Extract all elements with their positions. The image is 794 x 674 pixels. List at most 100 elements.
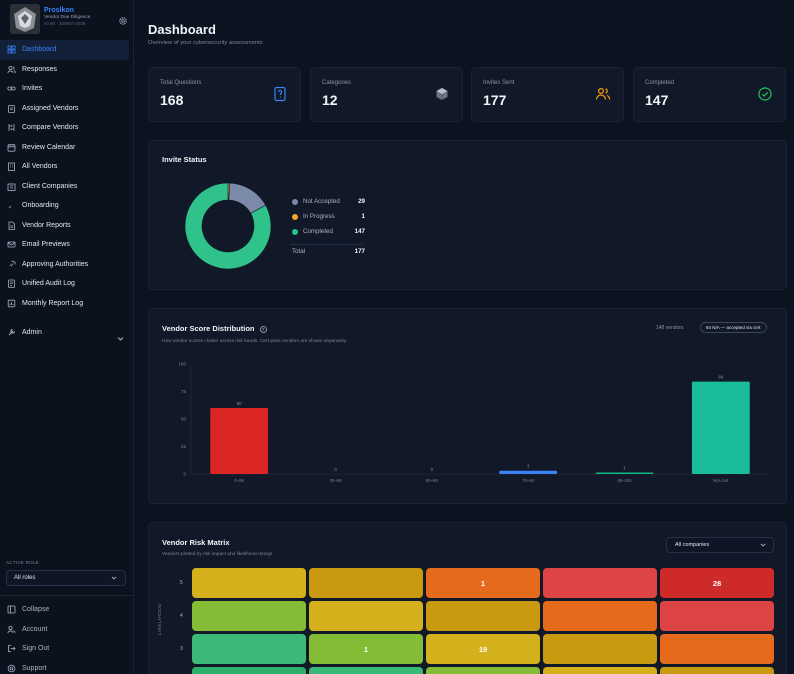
matrix-cell[interactable]: 1 <box>426 568 540 598</box>
matrix-cell[interactable] <box>309 667 423 674</box>
sidebar-item-invites[interactable]: Invites <box>0 79 134 99</box>
sidebar-item-onboarding[interactable]: Onboarding <box>0 196 134 216</box>
brand-name: Proslkon <box>44 7 74 14</box>
sidebar-item-compare-vendors[interactable]: Compare Vendors <box>0 118 134 138</box>
y-tick-label: 25 <box>181 444 187 449</box>
brand-logo <box>10 4 40 34</box>
stat-card-categories: Categories 12 <box>310 67 463 122</box>
company-filter-select[interactable]: All companies <box>666 537 774 553</box>
gear-icon[interactable] <box>118 13 128 25</box>
sidebar-item-responses[interactable]: Responses <box>0 60 134 80</box>
matrix-cell[interactable] <box>543 667 657 674</box>
sidebar-item-label: Collapse <box>22 606 50 614</box>
matrix-cell[interactable] <box>543 601 657 631</box>
sidebar-item-admin[interactable]: Admin <box>0 323 134 343</box>
matrix-cell[interactable]: 1 <box>309 634 423 664</box>
check-circle-icon <box>757 86 773 102</box>
matrix-cell[interactable] <box>660 667 774 674</box>
invite-status-donut <box>184 182 272 270</box>
matrix-cell[interactable] <box>192 667 306 674</box>
admin-section[interactable]: Admin <box>0 323 134 343</box>
matrix-cell[interactable] <box>426 601 540 631</box>
bar[interactable] <box>210 408 269 474</box>
matrix-cell[interactable] <box>192 634 306 664</box>
legend-value: 29 <box>358 198 365 205</box>
report-icon <box>7 299 16 308</box>
matrix-cell[interactable] <box>426 667 540 674</box>
role-select-value: All roles <box>14 575 36 581</box>
matrix-cell[interactable] <box>309 601 423 631</box>
invite-total-row: Total 177 <box>292 248 365 255</box>
invite-status-card: Invite Status Not Accepted 29 In Progress 1… <box>148 140 787 290</box>
users-icon <box>7 65 16 74</box>
stat-value: 12 <box>322 92 338 108</box>
collapse-icon <box>7 605 16 614</box>
vendor-count: 148 vendors <box>656 325 684 331</box>
y-tick-label: 100 <box>178 362 186 367</box>
sidebar-item-account[interactable]: Account <box>0 620 134 640</box>
divider <box>0 595 134 596</box>
bar[interactable] <box>595 472 654 475</box>
sidebar-item-monthly-report-log[interactable]: Monthly Report Log <box>0 294 134 314</box>
legend-value: 147 <box>354 228 365 235</box>
bar-value-label: 60 <box>237 401 242 406</box>
y-tick-label: 0 <box>183 472 186 477</box>
matrix-cell[interactable] <box>309 568 423 598</box>
stat-label: Total Questions <box>160 80 202 86</box>
sidebar-item-email-previews[interactable]: Email Previews <box>0 235 134 255</box>
rocket-icon <box>7 201 16 210</box>
sidebar-item-client-companies[interactable]: Client Companies <box>0 177 134 197</box>
matrix-cell[interactable] <box>192 601 306 631</box>
sidebar-item-label: Sign Out <box>22 645 50 653</box>
role-select[interactable]: All roles <box>6 570 126 586</box>
sidebar-item-approving-authorities[interactable]: Approving Authorities <box>0 255 134 275</box>
sidebar: Proslkon Vendor Due Diligence v0.90 · 25… <box>0 0 134 674</box>
active-role-label: ACTIVE ROLE <box>6 560 40 565</box>
matrix-cell[interactable] <box>543 568 657 598</box>
sidebar-item-sign-out[interactable]: Sign Out <box>0 639 134 659</box>
signout-icon <box>7 644 16 653</box>
sidebar-item-review-calendar[interactable]: Review Calendar <box>0 138 134 158</box>
link-icon <box>7 84 16 93</box>
matrix-cell[interactable]: 28 <box>660 568 774 598</box>
sidebar-item-dashboard[interactable]: Dashboard <box>0 40 129 60</box>
company-filter-value: All companies <box>675 542 710 548</box>
cert-chip: 84 N/A — accepted via cert <box>700 322 767 333</box>
main-content: Dashboard Overview of your cybersecurity… <box>135 0 794 674</box>
matrix-cell[interactable] <box>660 601 774 631</box>
bar-value-label: 3 <box>527 464 530 469</box>
matrix-cell[interactable] <box>660 634 774 664</box>
sidebar-item-label: Compare Vendors <box>22 124 79 132</box>
info-icon[interactable]: ? <box>259 325 267 333</box>
bar-value-label: 0 <box>334 467 337 472</box>
x-tick-label: 40–69 <box>330 478 343 483</box>
sidebar-item-unified-audit-log[interactable]: Unified Audit Log <box>0 274 134 294</box>
wrench-icon <box>7 328 16 337</box>
calendar-icon <box>7 143 16 152</box>
matrix-row-label: 3 <box>180 646 183 652</box>
building-icon <box>7 162 16 172</box>
sidebar-item-support[interactable]: Support <box>0 659 134 674</box>
sidebar-item-label: Admin <box>22 329 42 337</box>
chevron-down-icon <box>111 575 117 581</box>
sidebar-item-all-vendors[interactable]: All Vendors <box>0 157 134 177</box>
matrix-cell[interactable]: 19 <box>426 634 540 664</box>
bar[interactable] <box>691 381 750 474</box>
support-icon <box>7 664 16 673</box>
matrix-cell[interactable] <box>192 568 306 598</box>
matrix-cell[interactable] <box>543 634 657 664</box>
sidebar-item-label: Approving Authorities <box>22 260 89 268</box>
users-icon <box>595 86 611 102</box>
question-file-icon <box>272 86 288 102</box>
cube-icon <box>434 86 450 102</box>
sidebar-item-assigned-vendors[interactable]: Assigned Vendors <box>0 99 134 119</box>
page-subtitle: Overview of your cybersecurity assessmen… <box>148 40 263 46</box>
office-icon <box>7 182 16 191</box>
donut-slice-completed[interactable] <box>184 182 272 270</box>
bar[interactable] <box>499 470 558 474</box>
shield-icon <box>7 260 16 269</box>
sidebar-item-collapse[interactable]: Collapse <box>0 600 134 620</box>
sidebar-item-vendor-reports[interactable]: Vendor Reports <box>0 216 134 236</box>
stat-card-completed: Completed 147 <box>633 67 786 122</box>
legend-item-not-accepted: Not Accepted 29 <box>292 198 365 205</box>
